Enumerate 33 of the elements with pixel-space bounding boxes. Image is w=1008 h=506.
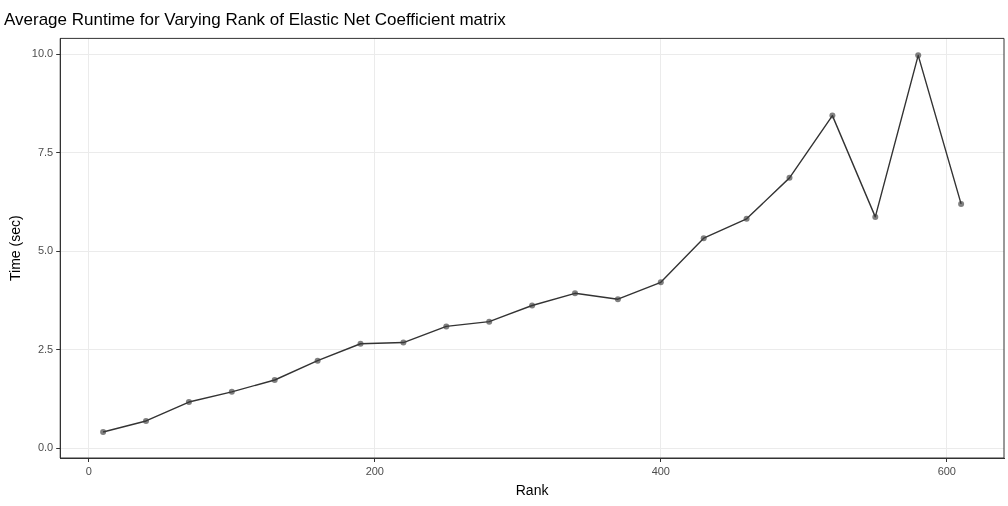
y-tick-label: 7.5 [37,145,54,158]
x-tick-label: 600 [937,464,956,477]
point [486,318,493,325]
y-tick-label: 5.0 [37,244,54,257]
point [143,417,150,424]
point [915,52,922,59]
x-tick-label: 200 [365,464,384,477]
point [786,174,793,181]
point [529,302,536,309]
point [185,399,192,406]
point [614,296,621,303]
y-axis-title: Time (sec) [7,215,24,281]
point [357,340,364,347]
point [829,112,836,119]
x-axis-title: Rank [515,482,550,499]
point [271,376,278,383]
point [958,200,965,207]
point [314,357,321,364]
point [743,215,750,222]
point [228,388,235,395]
point [657,279,664,286]
point [572,290,578,297]
point [700,235,707,242]
point [100,429,107,435]
point [872,213,879,220]
y-tick-label: 10.0 [31,47,54,60]
point [443,323,450,330]
y-tick-label: 2.5 [37,342,54,355]
y-tick-label: 0.0 [37,441,54,454]
x-tick-label: 400 [651,464,670,477]
chart-title: Average Runtime for Varying Rank of Elastic Net Coefficient matrix [4,9,507,29]
x-tick-label: 0 [85,464,92,477]
point [400,339,407,346]
